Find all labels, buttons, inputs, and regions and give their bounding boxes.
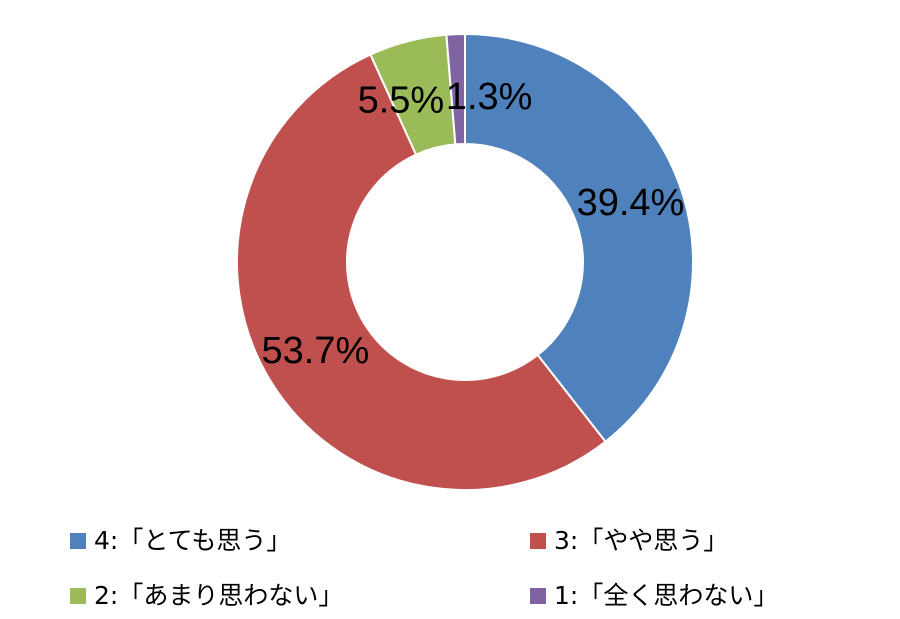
donut-slice [445,32,466,146]
legend-swatch [530,588,546,604]
legend-label: 2:「あまり思わない」 [94,581,343,610]
legend-swatch [530,533,546,549]
value-label: 1.3% [446,76,533,118]
legend-label: 1:「全く思わない」 [554,581,778,610]
value-label: 53.7% [262,330,370,372]
legend-swatch [70,533,86,549]
value-label: 5.5% [358,80,445,122]
legend-label: 3:「やや思う」 [554,526,728,555]
value-label: 39.4% [577,182,685,224]
donut-slice [235,53,607,491]
donut-slice [464,32,694,444]
legend-label: 4:「とても思う」 [94,526,291,555]
legend-swatch [70,588,86,604]
